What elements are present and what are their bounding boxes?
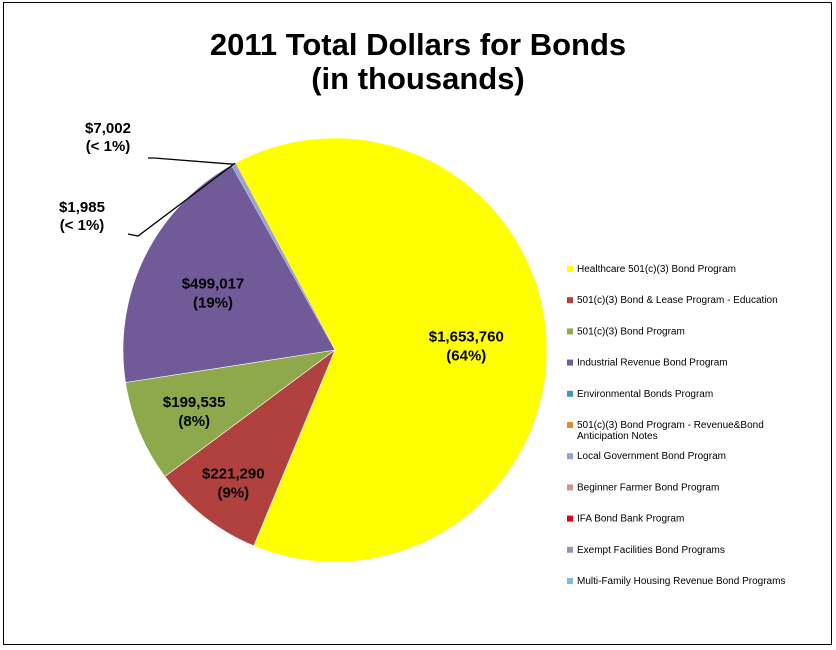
data-label-value-beginner-farmer-bond-program: $1,985 <box>59 199 105 216</box>
data-label-value-local-government-bond-program: $7,002 <box>85 120 131 137</box>
pie-slice-501-c-3-bond-lease-program-education <box>164 349 336 547</box>
data-label-value-industrial-revenue-bond-program: $499,017 <box>182 276 245 293</box>
legend-item-multi-family-housing-revenue-bond-programs: Multi-Family Housing Revenue Bond Progra… <box>567 576 785 587</box>
legend-label: Beginner Farmer Bond Program <box>577 482 719 493</box>
legend-item-ifa-bond-bank-program: IFA Bond Bank Program <box>567 514 684 525</box>
pie-slices <box>122 137 548 563</box>
data-labels: $1,653,760 (64%) $221,290 (9%) $199,535 (8%) $… <box>59 120 504 501</box>
legend-label: IFA Bond Bank Program <box>577 514 684 525</box>
legend-item-industrial-revenue-bond-program: Industrial Revenue Bond Program <box>567 358 728 369</box>
legend-swatch <box>567 484 573 491</box>
legend-item-local-government-bond-program: Local Government Bond Program <box>567 451 726 462</box>
legend-item-beginner-farmer-bond-program: Beginner Farmer Bond Program <box>567 482 719 493</box>
data-label-value-501-c-3-bond-program: $199,535 <box>163 394 226 411</box>
pie-slice-beginner-farmer-bond-program <box>234 162 335 350</box>
data-label-value-501-c-3-bond-lease-program-education: $221,290 <box>202 465 265 482</box>
legend-item-501-c-3-bond-program-revenue-bond-anticipation-notes: 501(c)(3) Bond Program - Revenue&Bond Ant… <box>567 420 764 442</box>
legend-label: Healthcare 501(c)(3) Bond Program <box>577 264 736 275</box>
legend-label: 501(c)(3) Bond Program - Revenue&Bond Ant… <box>577 420 764 442</box>
legend-swatch <box>567 515 573 522</box>
legend: Healthcare 501(c)(3) Bond Program 501(c)(… <box>567 264 785 587</box>
data-label-pct-beginner-farmer-bond-program: (< 1%) <box>60 217 105 234</box>
chart-title-line-1: 2011 Total Dollars for Bonds <box>209 27 627 62</box>
data-label-pct-local-government-bond-program: (< 1%) <box>86 138 131 155</box>
leader-lines <box>127 157 236 237</box>
legend-item-healthcare-501-c-3-bond-program: Healthcare 501(c)(3) Bond Program <box>567 264 736 275</box>
data-label-pct-industrial-revenue-bond-program: (19%) <box>193 295 233 312</box>
chart-title-line-2: (in thousands) <box>311 61 525 96</box>
legend-label: Multi-Family Housing Revenue Bond Progra… <box>577 576 785 587</box>
legend-swatch <box>567 453 573 460</box>
legend-swatch <box>567 359 573 366</box>
pie-slice-501-c-3-bond-program <box>125 349 336 477</box>
chart-title: 2011 Total Dollars for Bonds (in thousan… <box>0 28 836 96</box>
legend-swatch <box>567 578 573 584</box>
legend-swatch <box>567 422 573 428</box>
pie-slice-industrial-revenue-bond-program <box>122 164 336 383</box>
legend-label: Local Government Bond Program <box>577 451 726 462</box>
legend-item-501-c-3-bond-program: 501(c)(3) Bond Program <box>567 326 685 337</box>
data-label-pct-501-c-3-bond-program: (8%) <box>178 413 210 430</box>
pie-slice-healthcare-501-c-3-bond-program <box>235 137 548 563</box>
legend-label: Environmental Bonds Program <box>577 389 713 400</box>
legend-label: 501(c)(3) Bond Program <box>577 326 685 337</box>
legend-swatch <box>567 328 573 335</box>
data-label-pct-501-c-3-bond-lease-program-education: (9%) <box>217 484 249 501</box>
leader-line-local-government-bond-program <box>148 157 234 165</box>
pie-slice-local-government-bond-program <box>231 163 335 350</box>
legend-item-exempt-facilities-bond-programs: Exempt Facilities Bond Programs <box>567 545 725 556</box>
legend-item-501-c-3-bond-lease-program-education: 501(c)(3) Bond & Lease Program - Educati… <box>567 295 778 306</box>
legend-label: Industrial Revenue Bond Program <box>577 358 728 369</box>
legend-swatch <box>567 266 573 272</box>
legend-label: 501(c)(3) Bond & Lease Program - Educati… <box>577 295 778 306</box>
leader-line-beginner-farmer-bond-program <box>127 162 236 237</box>
legend-swatch <box>567 546 573 553</box>
legend-label: Exempt Facilities Bond Programs <box>577 545 725 556</box>
data-label-pct-healthcare-501-c-3-bond-program: (64%) <box>446 348 486 365</box>
legend-swatch <box>567 297 573 304</box>
legend-item-environmental-bonds-program: Environmental Bonds Program <box>567 389 713 400</box>
data-label-value-healthcare-501-c-3-bond-program: $1,653,760 <box>429 329 504 346</box>
legend-swatch <box>567 390 573 397</box>
